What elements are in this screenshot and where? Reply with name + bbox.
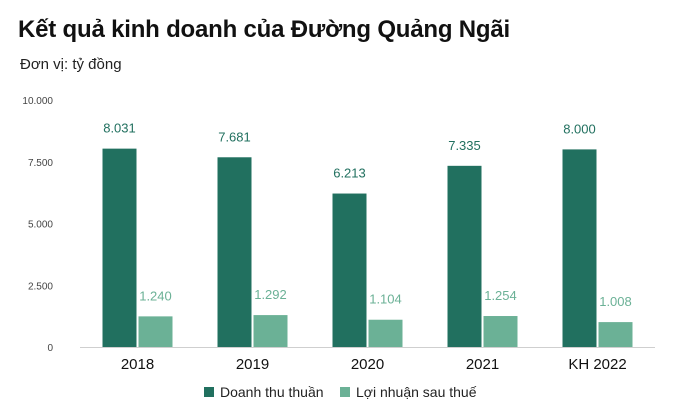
x-tick-label: 2019: [236, 356, 269, 373]
data-label-profit: 1.254: [484, 288, 517, 303]
bar-group: 8.031 1.240: [102, 121, 173, 347]
bar-revenue: [217, 157, 252, 347]
data-label-revenue: 6.213: [333, 166, 366, 181]
data-label-revenue: 8.000: [563, 121, 596, 136]
y-tick-label: 10.000: [22, 96, 53, 107]
y-tick-label: 7.500: [28, 158, 53, 169]
legend: Doanh thu thuần Lợi nhuận sau thuế: [204, 384, 477, 400]
x-axis: 2018 2019 2020 2021 KH 2022: [80, 347, 655, 373]
bar-revenue: [562, 149, 597, 347]
y-tick-label: 2.500: [28, 281, 53, 292]
y-tick-label: 5.000: [28, 220, 53, 231]
bar-group: 7.681 1.292: [217, 129, 288, 347]
data-label-revenue: 8.031: [103, 121, 136, 136]
bar-profit: [483, 316, 518, 347]
x-tick-label: 2018: [121, 356, 154, 373]
data-label-revenue: 7.681: [218, 129, 251, 144]
data-label-profit: 1.240: [139, 288, 172, 303]
bar-group: 8.000 1.008: [562, 121, 633, 347]
bars: 8.031 1.240 7.681 1.292 6.213 1.104 7.335 1.254…: [102, 121, 633, 347]
data-label-revenue: 7.335: [448, 138, 481, 153]
bar-profit: [368, 319, 403, 347]
legend-item: Doanh thu thuần: [204, 384, 324, 400]
x-tick-label: KH 2022: [568, 356, 626, 373]
data-label-profit: 1.292: [254, 287, 287, 302]
bar-profit: [138, 316, 173, 347]
bar-revenue: [332, 193, 367, 347]
legend-swatch: [204, 387, 214, 397]
x-tick-label: 2020: [351, 356, 384, 373]
bar-profit: [253, 315, 288, 347]
legend-label: Doanh thu thuần: [220, 384, 324, 400]
bar-revenue: [447, 165, 482, 347]
y-tick-label: 0: [47, 343, 53, 354]
bar-profit: [598, 322, 633, 347]
legend-label: Lợi nhuận sau thuế: [356, 384, 477, 400]
legend-item: Lợi nhuận sau thuế: [340, 384, 477, 400]
data-label-profit: 1.104: [369, 292, 402, 307]
bar-group: 7.335 1.254: [447, 138, 518, 347]
y-axis: 0 2.500 5.000 7.500 10.000: [22, 96, 53, 354]
bar-revenue: [102, 148, 137, 347]
bar-group: 6.213 1.104: [332, 166, 403, 347]
chart-subtitle: Đơn vị: tỷ đồng: [20, 56, 122, 73]
chart-title: Kết quả kinh doanh của Đường Quảng Ngãi: [18, 16, 510, 43]
data-label-profit: 1.008: [599, 294, 632, 309]
x-tick-label: 2021: [466, 356, 499, 373]
legend-swatch: [340, 387, 350, 397]
